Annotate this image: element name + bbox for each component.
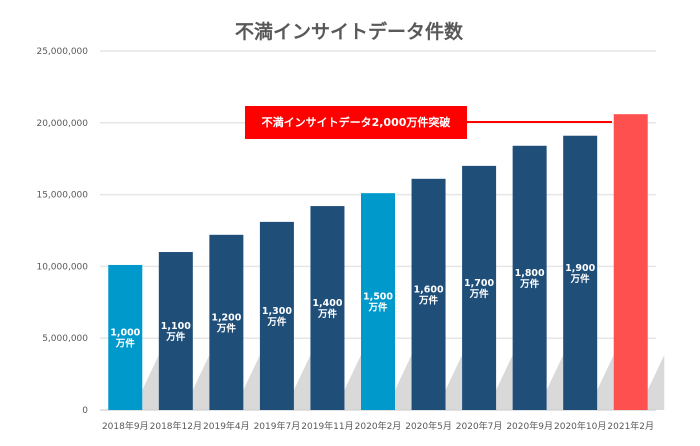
annotation-text: 不満インサイトデータ2,000万件突破 <box>262 115 451 129</box>
data-label-unit: 万件 <box>570 273 591 285</box>
bar <box>361 193 395 410</box>
chart-title: 不満インサイトデータ件数 <box>235 20 464 43</box>
data-label: 1,300 <box>262 306 292 317</box>
bar-shadow <box>344 355 361 410</box>
data-label: 1,700 <box>464 278 494 289</box>
x-tick-label: 2020年5月 <box>405 420 452 432</box>
data-label: 1,000 <box>110 327 140 338</box>
bar <box>158 252 193 410</box>
bar <box>259 221 294 410</box>
bar-shadow <box>546 355 564 410</box>
bar <box>613 114 648 411</box>
data-label-unit: 万件 <box>266 316 287 328</box>
data-label-unit: 万件 <box>367 302 388 314</box>
y-tick-label: 0 <box>82 406 88 416</box>
bar <box>512 145 547 410</box>
y-tick-label: 10,000,000 <box>36 262 88 272</box>
data-label: 1,900 <box>565 263 595 274</box>
x-tick-label: 2020年9月 <box>506 420 553 432</box>
x-tick-label: 2018年12月 <box>150 420 202 432</box>
data-label: 1,200 <box>211 312 241 323</box>
bar <box>411 178 446 410</box>
annotation-box <box>245 106 467 139</box>
y-tick-label: 5,000,000 <box>42 334 88 344</box>
data-label: 1,500 <box>363 292 393 303</box>
x-tick-label: 2019年7月 <box>254 420 301 432</box>
x-tick-label: 2018年9月 <box>102 420 149 432</box>
bar-shadow <box>142 355 159 410</box>
data-label-unit: 万件 <box>519 278 540 290</box>
data-label: 1,400 <box>312 298 342 309</box>
data-label-unit: 万件 <box>469 288 490 300</box>
x-tick-label: 2021年2月 <box>607 420 654 432</box>
y-tick-label: 25,000,000 <box>36 47 88 57</box>
bar-shadow <box>243 355 260 410</box>
data-label-unit: 万件 <box>418 294 439 306</box>
bar <box>310 206 345 410</box>
bar <box>209 234 244 410</box>
x-tick-label: 2020年2月 <box>355 420 402 432</box>
data-label: 1,100 <box>161 321 191 332</box>
bar-shadow <box>395 355 412 410</box>
bar-shadow <box>597 355 614 410</box>
data-label-unit: 万件 <box>317 308 338 320</box>
bar <box>462 165 497 410</box>
data-label-unit: 万件 <box>216 322 237 334</box>
data-label-unit: 万件 <box>165 331 186 343</box>
y-tick-label: 20,000,000 <box>36 119 88 129</box>
data-label: 1,800 <box>515 268 545 279</box>
bar <box>563 135 598 410</box>
x-tick-label: 2020年7月 <box>456 420 503 432</box>
x-tick-label: 2019年4月 <box>203 420 250 432</box>
data-label: 1,600 <box>414 284 444 295</box>
bar-shadow <box>445 355 463 410</box>
x-tick-label: 2019年11月 <box>301 420 353 432</box>
bar-shadow <box>496 355 513 410</box>
bar-shadow <box>192 355 210 410</box>
x-tick-label: 2020年10月 <box>554 420 606 432</box>
y-tick-label: 15,000,000 <box>36 191 88 201</box>
bar-shadow <box>647 355 665 410</box>
bar <box>108 264 143 410</box>
data-label-unit: 万件 <box>115 337 136 349</box>
bar-shadow <box>293 355 311 410</box>
